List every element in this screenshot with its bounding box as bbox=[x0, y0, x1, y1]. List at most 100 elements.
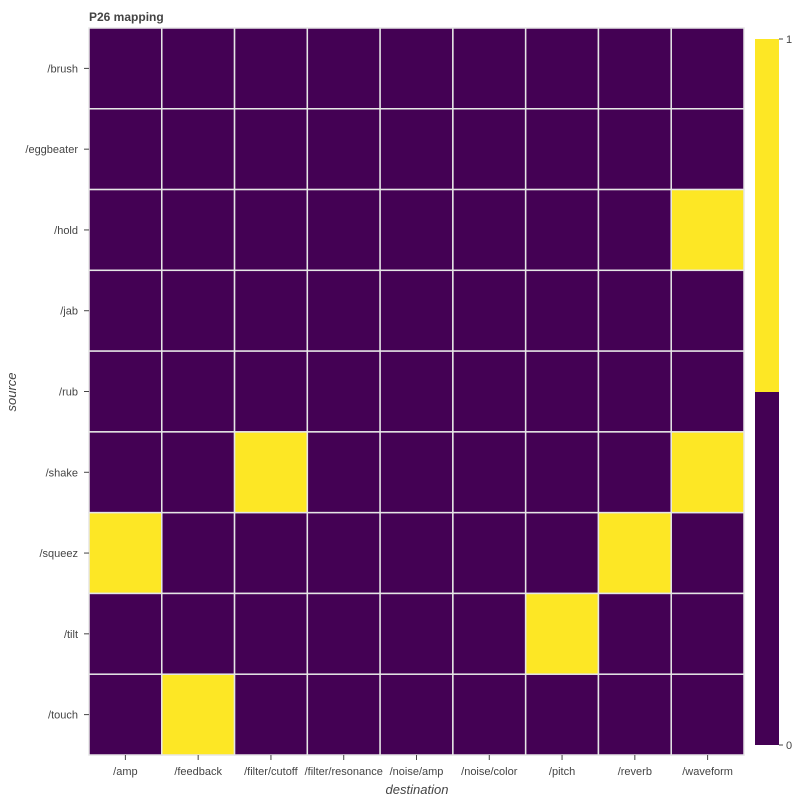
heatmap-cell bbox=[452, 431, 527, 514]
heatmap-cell bbox=[379, 350, 454, 433]
heatmap-cell bbox=[161, 511, 236, 595]
heatmap-cell bbox=[161, 431, 236, 514]
heatmap-cell bbox=[88, 27, 163, 110]
heatmap-cell bbox=[597, 108, 672, 191]
heatmap-cell bbox=[452, 269, 527, 352]
x-axis-label: destination bbox=[386, 782, 449, 797]
x-tick-label: /pitch bbox=[549, 766, 575, 778]
x-tick-label: /feedback bbox=[174, 766, 222, 778]
heatmap-cell bbox=[306, 673, 381, 756]
heatmap-cell bbox=[306, 27, 381, 110]
heatmap-cell bbox=[161, 108, 236, 191]
heatmap-cell bbox=[597, 188, 672, 272]
colorbar-high-segment bbox=[755, 39, 779, 392]
heatmap-cell bbox=[452, 511, 527, 595]
heatmap-cell bbox=[161, 673, 236, 756]
heatmap-cell bbox=[88, 188, 163, 272]
heatmap-cell bbox=[597, 511, 672, 595]
heatmap-cell bbox=[452, 350, 527, 433]
heatmap-cell bbox=[161, 27, 236, 110]
heatmap-cell bbox=[379, 431, 454, 514]
heatmap-cell bbox=[306, 188, 381, 272]
heatmap-cell bbox=[670, 269, 745, 352]
heatmap-cell bbox=[88, 592, 163, 675]
heatmap-cell bbox=[670, 27, 745, 110]
heatmap-cell bbox=[379, 108, 454, 191]
y-tick-label: /touch bbox=[48, 710, 78, 722]
heatmap-cell bbox=[597, 269, 672, 352]
heatmap-cell bbox=[670, 511, 745, 595]
heatmap-cell bbox=[233, 592, 309, 675]
colorbar-tick-label: 0 bbox=[786, 740, 792, 752]
heatmap-cell bbox=[670, 108, 745, 191]
colorbar-tick-label: 1 bbox=[786, 34, 792, 46]
colorbar-low-segment bbox=[755, 392, 779, 745]
heatmap-cell bbox=[233, 431, 309, 514]
heatmap-cell bbox=[452, 27, 527, 110]
heatmap-cell bbox=[452, 188, 527, 272]
y-tick-label: /hold bbox=[54, 225, 78, 237]
heatmap-cell bbox=[306, 350, 381, 433]
heatmap-cell bbox=[524, 108, 600, 191]
heatmap-cell bbox=[88, 511, 163, 595]
heatmap-cell bbox=[524, 27, 600, 110]
heatmap-cell bbox=[524, 431, 600, 514]
heatmap-cell bbox=[524, 350, 600, 433]
heatmap-cell bbox=[233, 27, 309, 110]
y-axis-label: source bbox=[4, 372, 19, 411]
heatmap-cells bbox=[88, 27, 745, 756]
heatmap-cell bbox=[379, 592, 454, 675]
y-tick-label: /jab bbox=[60, 306, 78, 318]
y-tick-label: /tilt bbox=[64, 629, 78, 641]
heatmap-cell bbox=[233, 269, 309, 352]
heatmap-cell bbox=[452, 108, 527, 191]
heatmap-cell bbox=[524, 592, 600, 675]
y-tick-label: /rub bbox=[59, 387, 78, 399]
heatmap-cell bbox=[452, 592, 527, 675]
x-tick-label: /amp bbox=[113, 766, 137, 778]
heatmap-cell bbox=[597, 350, 672, 433]
heatmap-cell bbox=[233, 673, 309, 756]
x-tick-label: /filter/resonance bbox=[305, 766, 383, 778]
x-tick-label: /reverb bbox=[618, 766, 652, 778]
heatmap-cell bbox=[597, 431, 672, 514]
heatmap-cell bbox=[379, 188, 454, 272]
x-axis-ticks: /amp/feedback/filter/cutoff/filter/reson… bbox=[113, 755, 733, 778]
heatmap-cell bbox=[670, 188, 745, 272]
heatmap-cell bbox=[233, 188, 309, 272]
heatmap-cell bbox=[88, 108, 163, 191]
heatmap-cell bbox=[161, 188, 236, 272]
heatmap-cell bbox=[670, 673, 745, 756]
colorbar: 01 bbox=[755, 34, 792, 752]
x-tick-label: /noise/color bbox=[461, 766, 518, 778]
y-tick-label: /squeez bbox=[39, 548, 78, 560]
x-tick-label: /filter/cutoff bbox=[244, 766, 299, 778]
y-tick-label: /eggbeater bbox=[25, 144, 78, 156]
heatmap-cell bbox=[233, 511, 309, 595]
heatmap-cell bbox=[524, 269, 600, 352]
x-tick-label: /waveform bbox=[682, 766, 733, 778]
heatmap-cell bbox=[161, 350, 236, 433]
heatmap-cell bbox=[306, 431, 381, 514]
heatmap-cell bbox=[306, 511, 381, 595]
heatmap-cell bbox=[306, 592, 381, 675]
heatmap-cell bbox=[88, 269, 163, 352]
heatmap-cell bbox=[379, 269, 454, 352]
heatmap-cell bbox=[524, 511, 600, 595]
heatmap-cell bbox=[161, 269, 236, 352]
heatmap-cell bbox=[597, 673, 672, 756]
heatmap-cell bbox=[161, 592, 236, 675]
x-tick-label: /noise/amp bbox=[390, 766, 444, 778]
heatmap-cell bbox=[452, 673, 527, 756]
heatmap-cell bbox=[306, 269, 381, 352]
heatmap-cell bbox=[597, 592, 672, 675]
heatmap-cell bbox=[306, 108, 381, 191]
heatmap-cell bbox=[88, 350, 163, 433]
chart-title: P26 mapping bbox=[89, 10, 164, 24]
heatmap-cell bbox=[597, 27, 672, 110]
heatmap-cell bbox=[379, 673, 454, 756]
heatmap-cell bbox=[88, 431, 163, 514]
heatmap-cell bbox=[670, 592, 745, 675]
y-axis-ticks: /brush/eggbeater/hold/jab/rub/shake/sque… bbox=[25, 63, 89, 722]
